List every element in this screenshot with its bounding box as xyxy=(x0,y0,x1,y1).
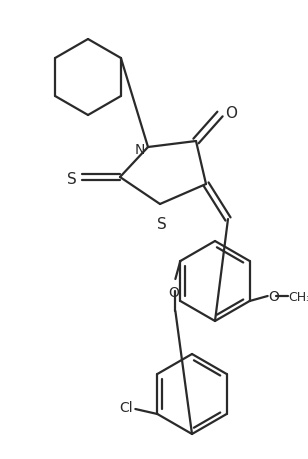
Text: S: S xyxy=(67,172,77,187)
Text: Cl: Cl xyxy=(120,400,133,414)
Text: CH₃: CH₃ xyxy=(289,291,308,304)
Text: S: S xyxy=(157,217,167,231)
Text: O: O xyxy=(225,105,237,120)
Text: O: O xyxy=(168,285,179,299)
Text: N: N xyxy=(135,143,145,157)
Text: O: O xyxy=(269,289,280,303)
